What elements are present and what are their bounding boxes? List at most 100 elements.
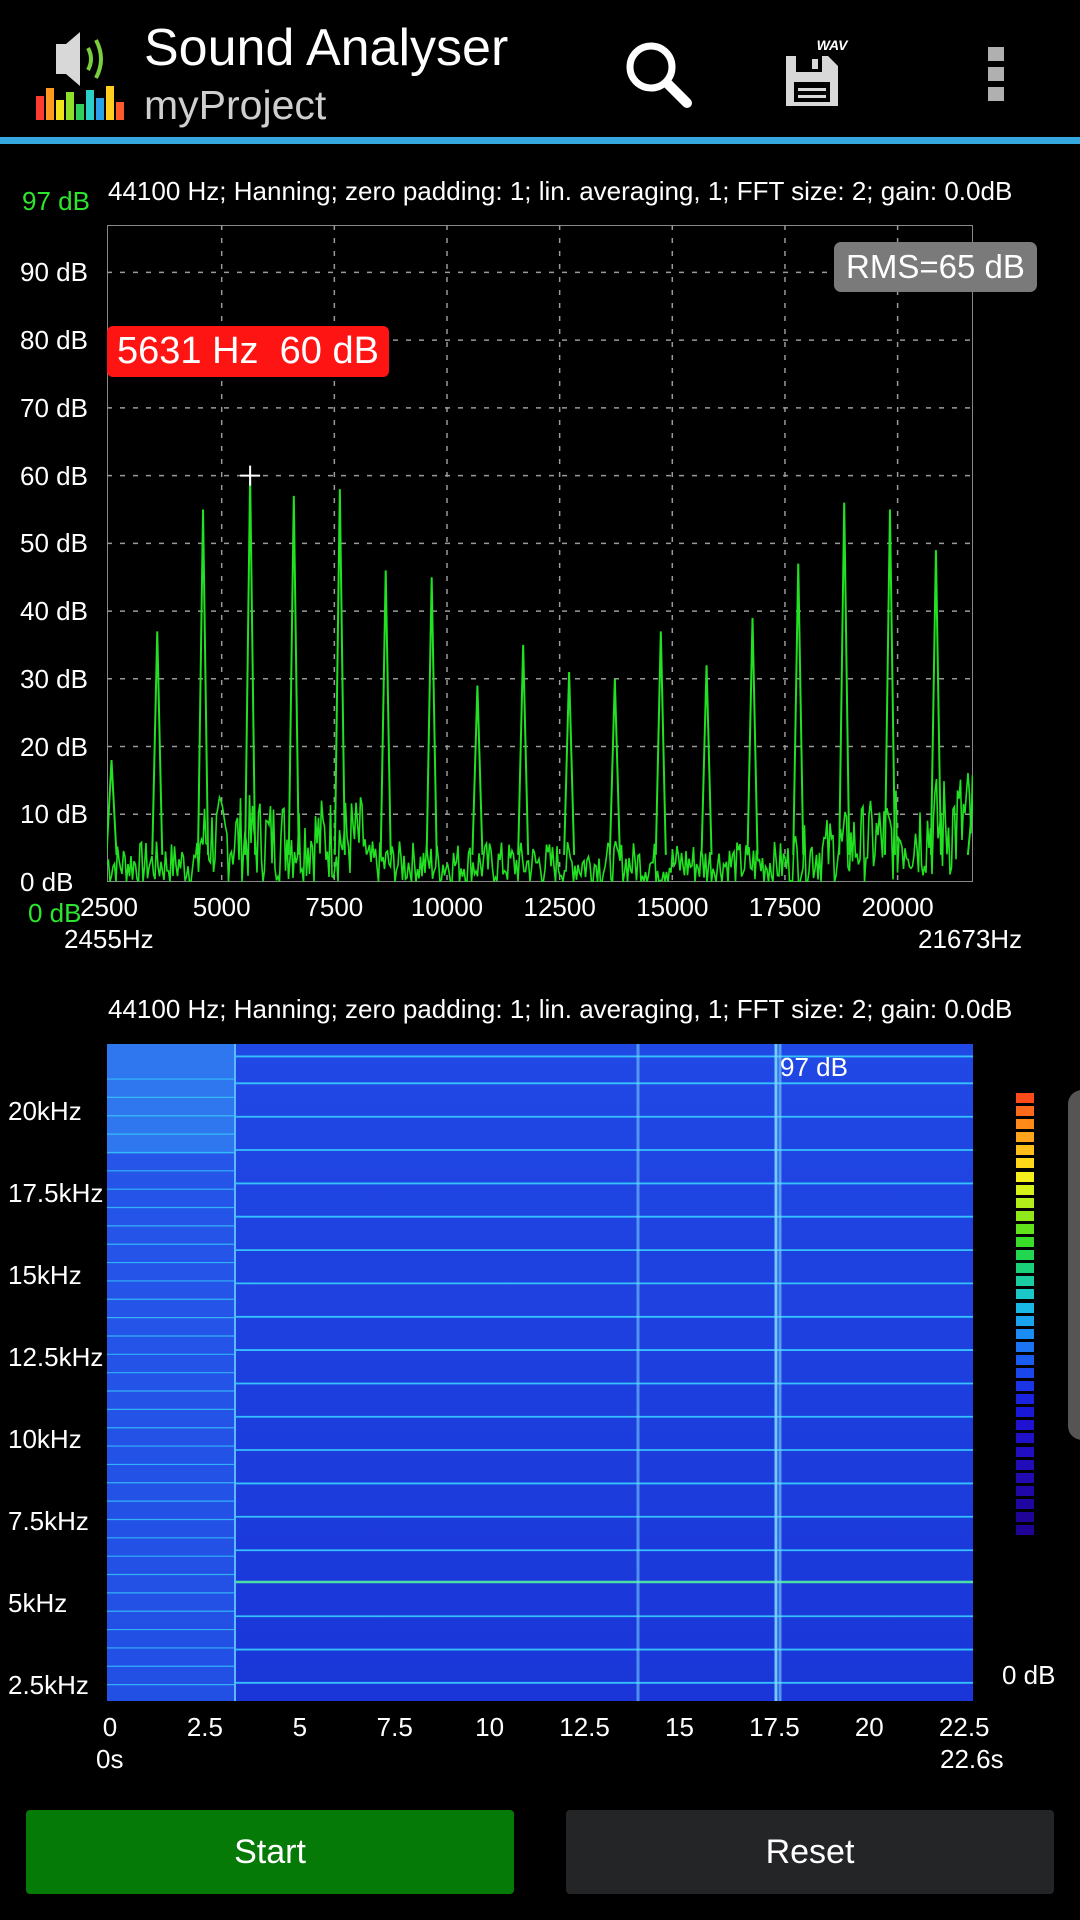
spectrogram-xtick: 17.5 <box>749 1712 800 1742</box>
spectrum-ytick: 50 dB <box>20 528 88 559</box>
spectrogram-plot[interactable] <box>107 1044 973 1701</box>
spectrogram-ytick: 2.5kHz <box>8 1669 89 1700</box>
colorbar-segment <box>1016 1354 1034 1365</box>
spectrum-x-end-label: 21673Hz <box>918 924 1023 954</box>
colorbar-segment <box>1016 1498 1034 1509</box>
spectrum-ytick: 90 dB <box>20 257 88 288</box>
spectrum-peak <box>379 570 392 855</box>
spectrum-peak <box>838 502 851 855</box>
spectrum-xtick: 15000 <box>636 892 709 922</box>
spectrum-peak <box>966 800 973 855</box>
colorbar-segment <box>1016 1289 1034 1300</box>
colorbar-segment <box>1016 1315 1034 1326</box>
marker-crosshair <box>240 465 261 486</box>
side-drawer-handle[interactable] <box>1068 1090 1080 1440</box>
colorbar-segment <box>1016 1433 1034 1444</box>
spectrogram-background <box>107 1044 973 1701</box>
rms-badge: RMS=65 dB <box>834 242 1037 292</box>
app-logo-icon <box>36 32 124 120</box>
colorbar-segment <box>1016 1525 1034 1536</box>
spectrogram-x-end-label: 22.6s <box>940 1744 1004 1774</box>
peak-marker-label: 5631 Hz 60 dB <box>107 326 389 377</box>
colorbar-segment <box>1016 1512 1034 1522</box>
colorbar-segment <box>1016 1420 1034 1431</box>
colorbar-segment <box>1016 1106 1034 1117</box>
spectrum-ymax-label: 97 dB <box>22 186 90 216</box>
spectrum-plot[interactable] <box>107 225 973 882</box>
save-wav-icon: WAV <box>786 37 850 106</box>
colorbar-segment <box>1016 1328 1034 1339</box>
spectrum-peak <box>792 563 805 855</box>
colorbar-segment <box>1016 1485 1034 1496</box>
more-vert-icon <box>988 47 1004 101</box>
spectrum-ytick: 30 dB <box>20 663 88 694</box>
spectrum-peak <box>425 577 438 855</box>
spectrogram-high-noise <box>107 1044 235 1154</box>
spectrum-ytick: 80 dB <box>20 325 88 356</box>
spectrogram-ytick: 15kHz <box>8 1260 82 1290</box>
spectrogram-xtick: 5 <box>292 1712 308 1742</box>
spectrum-peak <box>700 665 713 855</box>
reset-button-label: Reset <box>765 1832 855 1871</box>
spectrum-peak <box>471 685 484 855</box>
colorbar-segment <box>1016 1472 1034 1483</box>
spectrum-ymin-label: 0 dB <box>28 898 82 928</box>
spectrogram-xtick: 22.5 <box>938 1712 990 1742</box>
start-button-label: Start <box>234 1832 306 1871</box>
spectrum-peak <box>197 509 210 855</box>
spectrogram-xtick: 2.5 <box>186 1712 223 1742</box>
colorbar-segment <box>1016 1459 1034 1470</box>
colorbar-segment <box>1016 1158 1034 1169</box>
overflow-menu-button[interactable] <box>948 26 1044 122</box>
spectrogram-ytick: 7.5kHz <box>8 1505 89 1536</box>
spectrum-ytick: 0 dB <box>20 867 74 897</box>
colorbar-segment <box>1016 1171 1034 1182</box>
spectrogram-info: 44100 Hz; Hanning; zero padding: 1; lin.… <box>108 994 1013 1024</box>
spectrogram-x-start-label: 0s <box>96 1744 124 1774</box>
colorbar-segment <box>1016 1341 1034 1352</box>
colorbar-segment <box>1016 1394 1034 1405</box>
spectrum-peak <box>287 495 300 855</box>
spectrum-xtick: 12500 <box>523 892 596 922</box>
app-title: Sound Analyser <box>144 19 509 77</box>
spectrogram-xtick: 0 <box>102 1712 118 1742</box>
spectrum-x-start-label: 2455Hz <box>64 924 154 954</box>
colorbar-max-label: 97 dB <box>780 1052 848 1082</box>
spectrum-peak <box>746 617 759 855</box>
colorbar-segment <box>1016 1210 1034 1221</box>
search-button[interactable] <box>610 26 706 122</box>
spectrogram-xtick: 20 <box>854 1712 884 1742</box>
spectrogram-ytick: 20kHz <box>8 1096 82 1127</box>
spectrum-xtick: 7500 <box>305 892 364 922</box>
spectrum-peak <box>151 631 164 855</box>
spectrogram-transients <box>636 1044 782 1701</box>
spectrum-peak <box>883 509 896 855</box>
spectrogram-xtick: 7.5 <box>376 1712 413 1742</box>
reset-button[interactable]: Reset <box>566 1810 1054 1894</box>
start-button[interactable]: Start <box>26 1810 514 1894</box>
spectrum-peak <box>517 644 530 855</box>
colorbar-segment <box>1016 1093 1034 1103</box>
spectrogram-xtick: 12.5 <box>559 1712 610 1742</box>
spectrum-xtick: 2500 <box>80 892 138 922</box>
spectrum-ytick: 40 dB <box>20 596 88 627</box>
colorbar-segment <box>1016 1276 1034 1287</box>
spectrum-peaks <box>107 475 973 855</box>
colorbar-segment <box>1016 1407 1034 1418</box>
colorbar-segment <box>1016 1184 1034 1195</box>
colorbar-segment <box>1016 1302 1034 1313</box>
spectrum-peak <box>333 489 346 855</box>
spectrum-peak <box>608 678 621 855</box>
spectrum-xtick: 10000 <box>410 892 484 922</box>
spectrum-ytick: 20 dB <box>20 731 88 762</box>
wav-badge: WAV <box>817 37 850 53</box>
save-wav-button[interactable]: WAV <box>768 26 864 122</box>
spectrum-ytick: 10 dB <box>20 799 88 830</box>
spectrogram-xtick: 10 <box>475 1712 505 1742</box>
action-bar: Sound Analyser myProject WAV <box>0 0 1080 144</box>
action-bar-divider <box>0 137 1080 144</box>
spectrum-ytick: 70 dB <box>20 392 88 423</box>
search-icon <box>626 42 692 108</box>
spectrogram-xtick: 15 <box>665 1712 694 1742</box>
colorbar-segment <box>1016 1197 1034 1208</box>
